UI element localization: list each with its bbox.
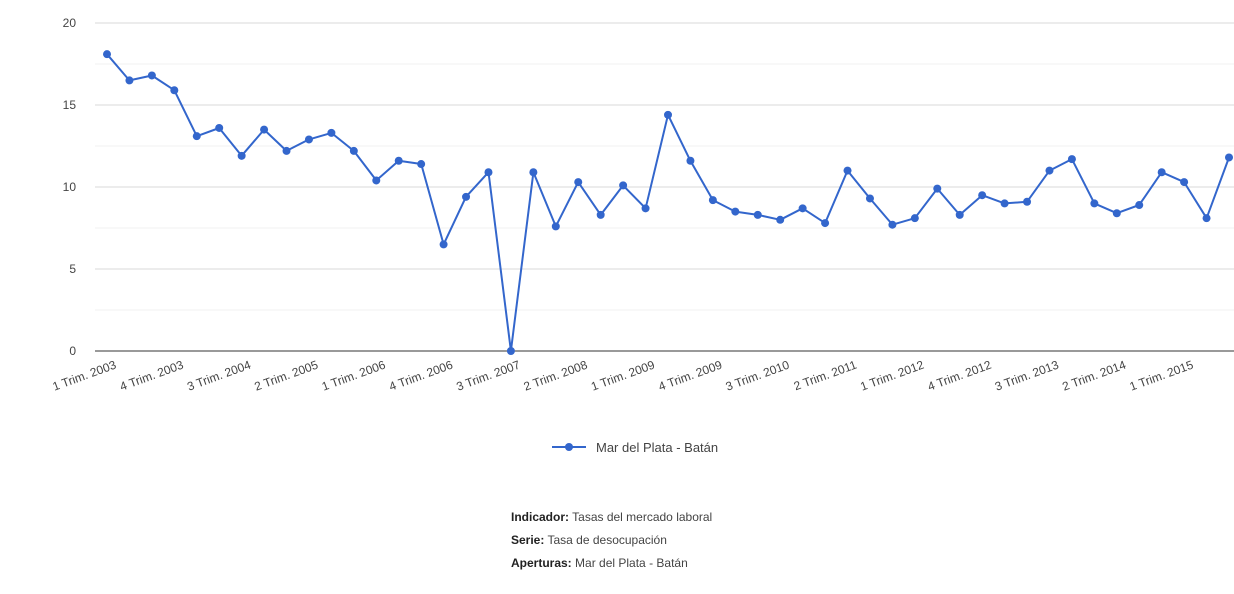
data-point[interactable]	[1225, 153, 1233, 162]
data-point[interactable]	[260, 125, 269, 134]
serie-value: Tasa de desocupación	[547, 533, 667, 547]
y-tick-label: 15	[63, 98, 77, 112]
data-point[interactable]	[619, 181, 628, 190]
data-point[interactable]	[821, 219, 830, 228]
data-point[interactable]	[955, 210, 964, 219]
data-point[interactable]	[192, 132, 201, 141]
indicador-label: Indicador:	[511, 510, 570, 524]
x-tick-label: 3 Trim. 2010	[724, 358, 792, 394]
series-layer	[103, 50, 1233, 355]
x-tick-label: 4 Trim. 2009	[656, 358, 724, 394]
x-tick-label: 2 Trim. 2014	[1060, 358, 1128, 394]
y-axis: 0 5 10 15 20	[63, 16, 77, 358]
data-point[interactable]	[147, 71, 156, 80]
data-point[interactable]	[529, 168, 538, 177]
series-line	[106, 53, 1230, 352]
x-tick-label: 1 Trim. 2012	[858, 358, 926, 394]
y-tick-label: 5	[69, 262, 76, 276]
data-point[interactable]	[1202, 214, 1211, 223]
data-point[interactable]	[1023, 197, 1032, 206]
data-point[interactable]	[125, 76, 134, 85]
data-point[interactable]	[708, 196, 717, 205]
legend-label: Mar del Plata - Batán	[596, 440, 718, 455]
data-point[interactable]	[394, 156, 403, 165]
data-point[interactable]	[1000, 199, 1009, 208]
y-tick-label: 20	[63, 16, 77, 30]
data-point[interactable]	[170, 86, 179, 95]
data-point[interactable]	[439, 240, 448, 249]
legend: Mar del Plata - Batán	[552, 440, 718, 455]
x-tick-label: 2 Trim. 2011	[792, 358, 859, 394]
x-tick-label: 3 Trim. 2004	[185, 358, 253, 394]
data-point[interactable]	[1112, 209, 1121, 218]
data-point[interactable]	[596, 210, 605, 219]
aperturas-row: Aperturas: Mar del Plata - Batán	[511, 552, 712, 575]
x-tick-label: 3 Trim. 2007	[454, 358, 522, 394]
data-point[interactable]	[641, 204, 650, 213]
legend-marker	[565, 443, 573, 451]
x-tick-label: 3 Trim. 2013	[993, 358, 1061, 394]
data-point[interactable]	[103, 50, 111, 59]
data-point[interactable]	[1045, 166, 1054, 175]
y-tick-label: 10	[63, 180, 77, 194]
data-point[interactable]	[215, 123, 224, 132]
chart-metadata: Indicador: Tasas del mercado laboral Ser…	[511, 506, 712, 575]
serie-row: Serie: Tasa de desocupación	[511, 529, 712, 552]
data-point[interactable]	[776, 215, 785, 224]
data-point[interactable]	[417, 160, 426, 169]
data-point[interactable]	[551, 222, 560, 231]
serie-label: Serie:	[511, 533, 545, 547]
data-point[interactable]	[888, 220, 897, 229]
data-point[interactable]	[506, 347, 515, 355]
data-point[interactable]	[1090, 199, 1099, 208]
x-tick-label: 2 Trim. 2005	[253, 358, 321, 394]
data-point[interactable]	[933, 184, 942, 193]
data-point[interactable]	[731, 207, 740, 216]
data-point[interactable]	[843, 166, 852, 175]
data-point[interactable]	[304, 135, 313, 144]
x-tick-label: 2 Trim. 2008	[522, 358, 590, 394]
y-tick-label: 0	[69, 344, 76, 358]
x-tick-label: 1 Trim. 2003	[51, 358, 119, 394]
data-point[interactable]	[574, 178, 583, 187]
data-point[interactable]	[1157, 168, 1166, 177]
data-point[interactable]	[349, 146, 358, 155]
data-point[interactable]	[753, 210, 762, 219]
data-point[interactable]	[1067, 155, 1076, 164]
aperturas-value: Mar del Plata - Batán	[575, 556, 688, 570]
x-tick-label: 4 Trim. 2006	[387, 358, 455, 394]
indicador-row: Indicador: Tasas del mercado laboral	[511, 506, 712, 529]
x-tick-label: 1 Trim. 2015	[1128, 358, 1196, 394]
x-tick-label: 4 Trim. 2003	[118, 358, 186, 394]
data-point[interactable]	[462, 192, 471, 201]
data-point[interactable]	[865, 194, 874, 203]
data-point[interactable]	[798, 204, 807, 213]
data-point[interactable]	[664, 110, 672, 119]
data-point[interactable]	[484, 168, 493, 177]
data-point[interactable]	[1135, 201, 1144, 210]
x-tick-label: 1 Trim. 2006	[320, 358, 388, 394]
x-tick-label: 1 Trim. 2009	[589, 358, 657, 394]
data-point[interactable]	[686, 156, 695, 165]
grid	[95, 22, 1234, 352]
data-point[interactable]	[1180, 178, 1189, 187]
aperturas-label: Aperturas:	[511, 556, 572, 570]
x-axis: 1 Trim. 2003 4 Trim. 2003 3 Trim. 2004 2 Tr…	[51, 358, 1196, 394]
data-point[interactable]	[910, 214, 919, 223]
data-point[interactable]	[372, 176, 381, 185]
data-point[interactable]	[282, 146, 291, 155]
data-point[interactable]	[978, 191, 987, 200]
x-tick-label: 4 Trim. 2012	[926, 358, 994, 394]
indicador-value: Tasas del mercado laboral	[572, 510, 713, 524]
data-point[interactable]	[237, 151, 246, 160]
data-point[interactable]	[327, 128, 336, 137]
